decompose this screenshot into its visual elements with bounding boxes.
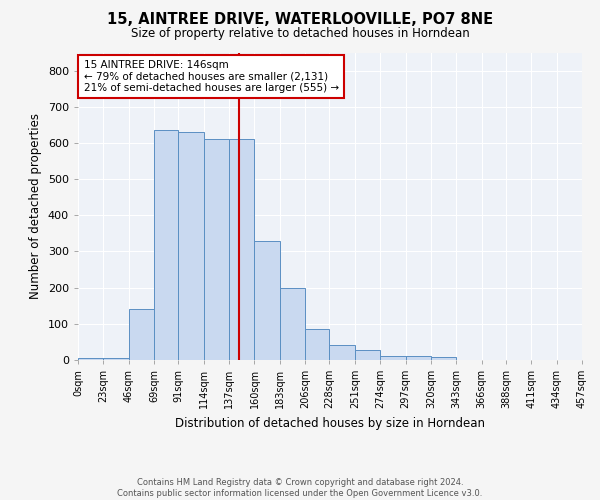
X-axis label: Distribution of detached houses by size in Horndean: Distribution of detached houses by size … (175, 416, 485, 430)
Bar (229, 140, 254, 360)
Y-axis label: Number of detached properties: Number of detached properties (29, 114, 42, 299)
Bar (204, 140, 229, 360)
Bar (178, 132, 204, 360)
Bar (78, 358, 103, 360)
Bar (154, 130, 178, 360)
Bar (329, 345, 355, 360)
Bar (355, 350, 380, 360)
Bar (406, 356, 431, 360)
Text: 15, AINTREE DRIVE, WATERLOOVILLE, PO7 8NE: 15, AINTREE DRIVE, WATERLOOVILLE, PO7 8N… (107, 12, 493, 28)
Bar (103, 358, 129, 360)
Bar (380, 356, 406, 360)
Bar (129, 310, 154, 360)
Bar (431, 358, 456, 360)
Text: Size of property relative to detached houses in Horndean: Size of property relative to detached ho… (131, 28, 469, 40)
Bar (254, 240, 280, 360)
Bar (280, 288, 305, 360)
Text: 15 AINTREE DRIVE: 146sqm
← 79% of detached houses are smaller (2,131)
21% of sem: 15 AINTREE DRIVE: 146sqm ← 79% of detach… (83, 60, 338, 93)
Bar (305, 329, 329, 360)
Text: Contains HM Land Registry data © Crown copyright and database right 2024.
Contai: Contains HM Land Registry data © Crown c… (118, 478, 482, 498)
